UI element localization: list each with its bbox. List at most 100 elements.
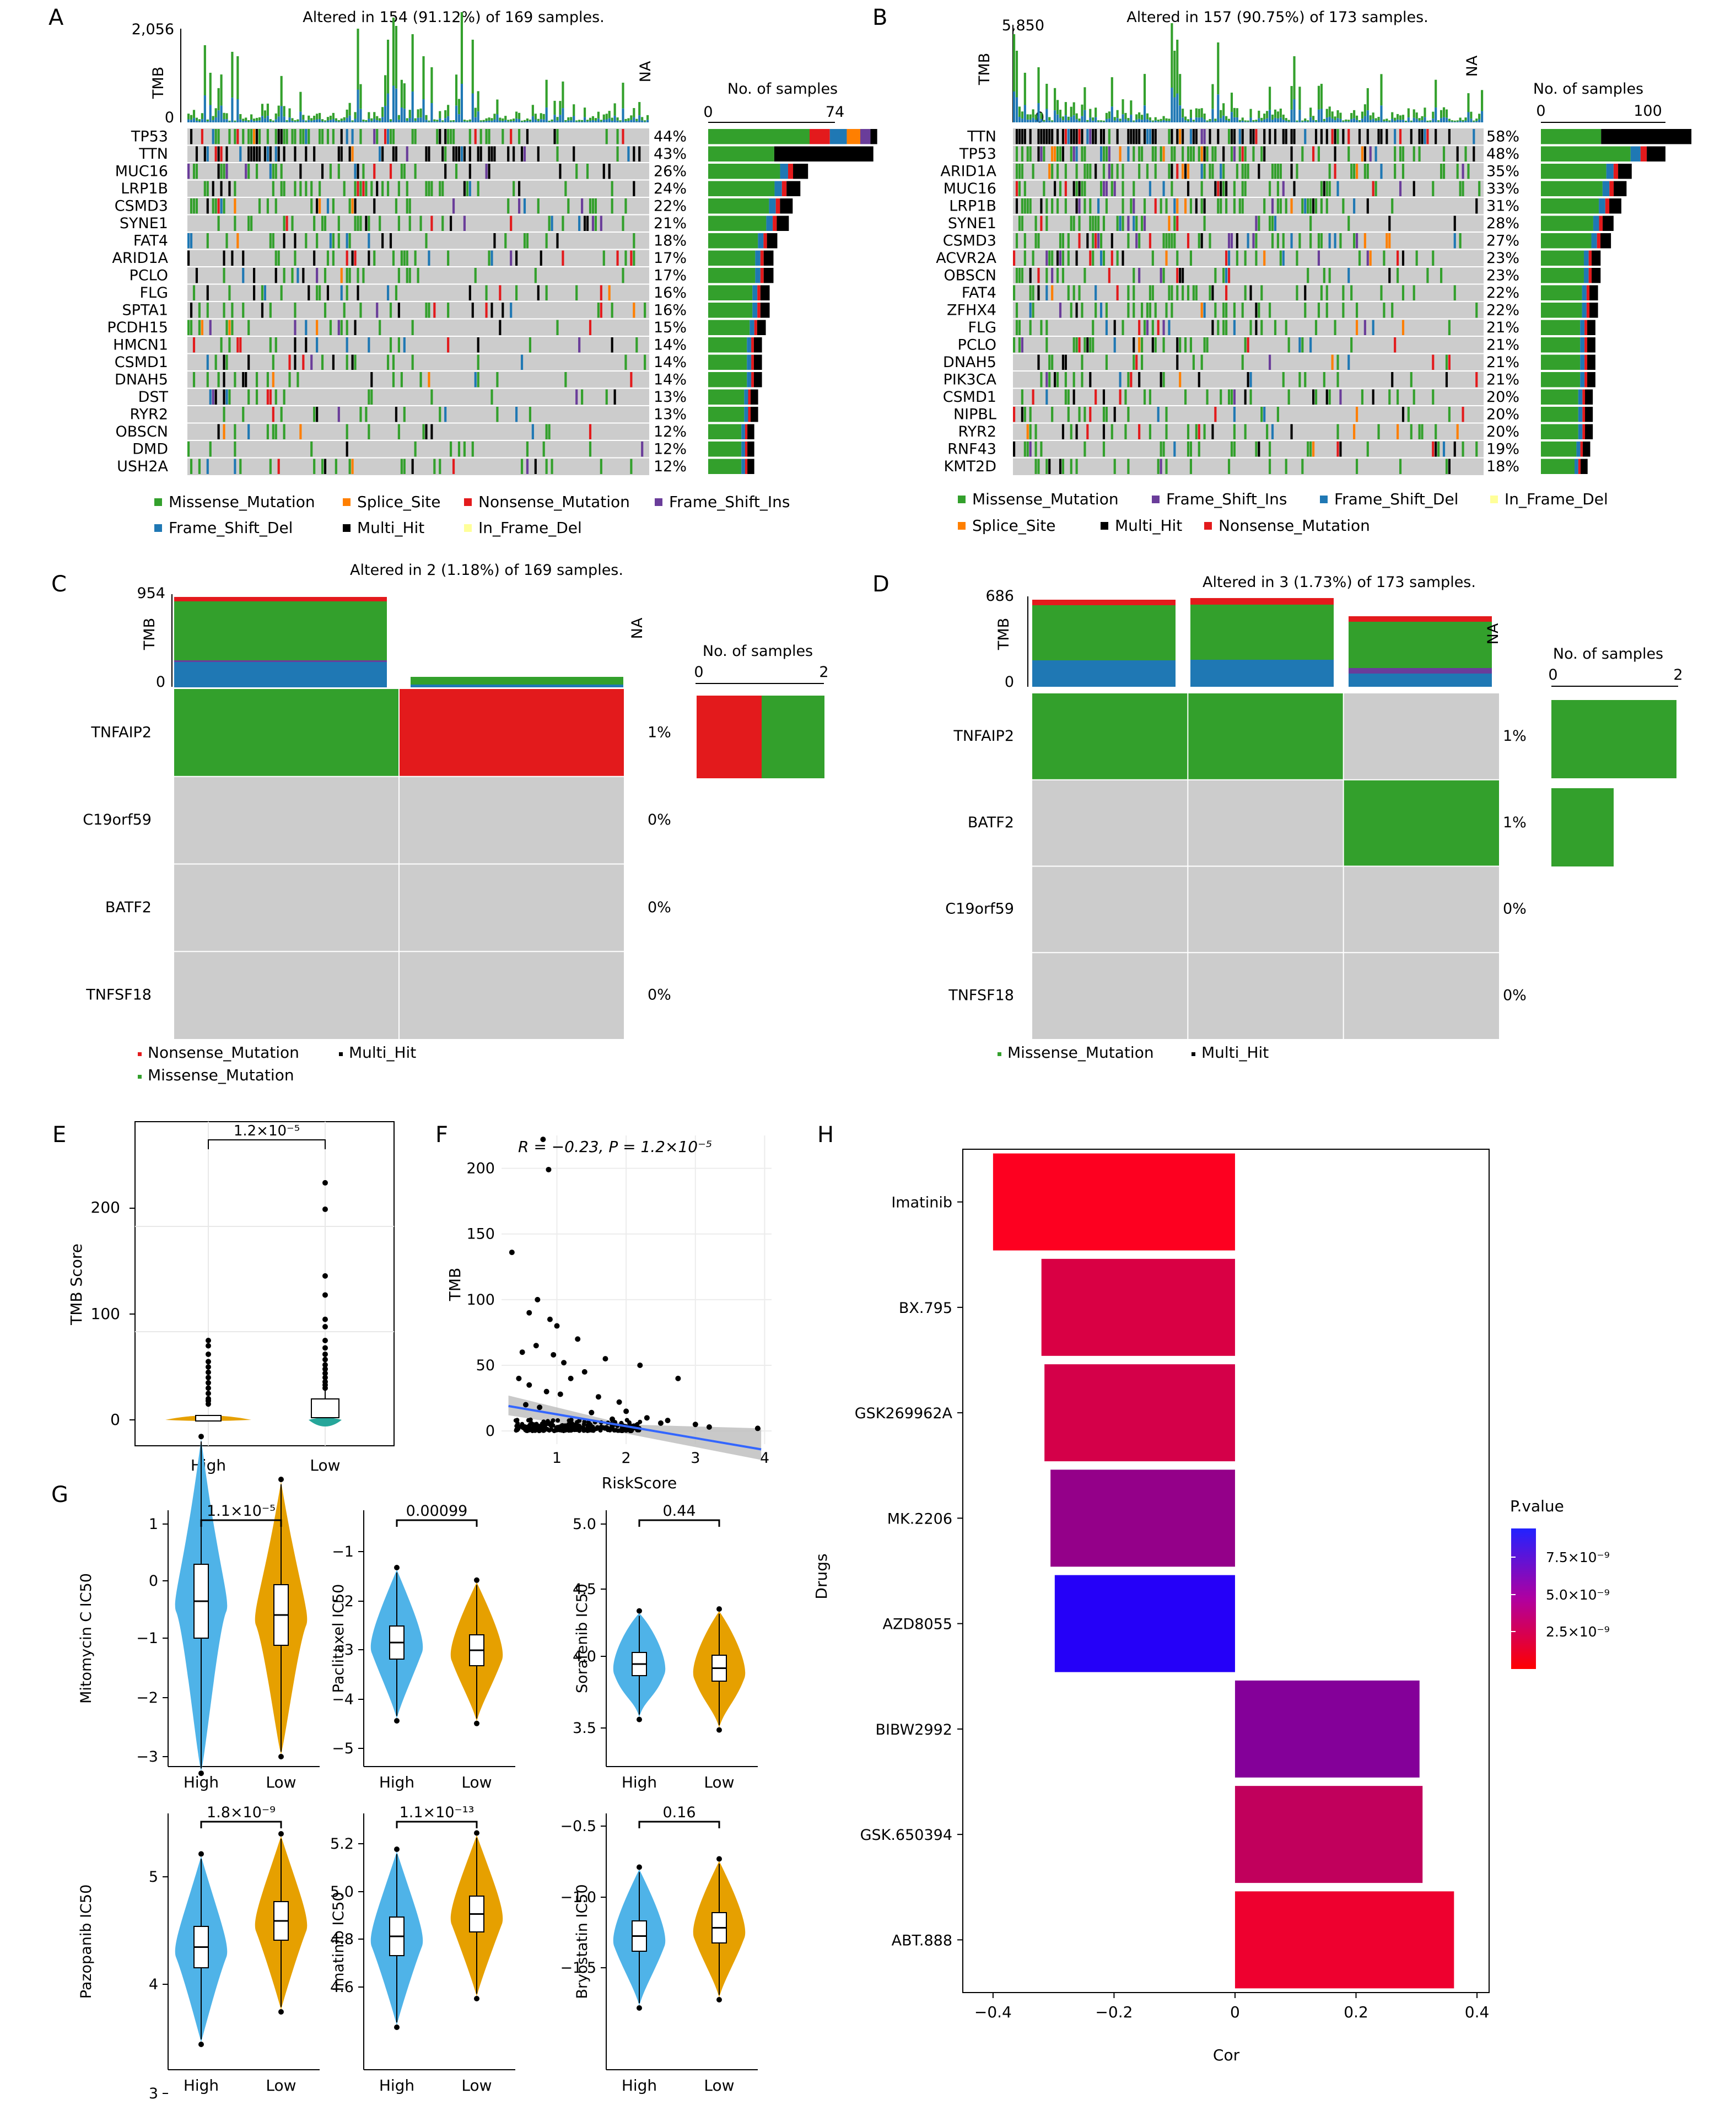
mutation-cell bbox=[468, 129, 471, 144]
mutation-cell bbox=[351, 129, 354, 144]
mutation-cell bbox=[209, 389, 212, 405]
mutation-cell bbox=[272, 354, 274, 370]
mutation-cell bbox=[192, 198, 196, 214]
tmb-bar bbox=[1445, 117, 1448, 122]
tmb-bar bbox=[1424, 117, 1426, 122]
mutation-cell bbox=[1203, 424, 1206, 439]
tmb-bar bbox=[1481, 90, 1484, 111]
mutation-cell bbox=[1108, 164, 1110, 179]
tmb-bar bbox=[1349, 674, 1492, 687]
tmb-bar bbox=[474, 117, 477, 122]
mutation-cell bbox=[1473, 146, 1475, 161]
mutation-cell bbox=[1307, 442, 1309, 457]
mutation-cell bbox=[1162, 233, 1165, 249]
mutation-cell bbox=[190, 303, 193, 318]
tmb-bar bbox=[1269, 110, 1271, 122]
count-bar-segment bbox=[741, 424, 745, 439]
count-bar-segment bbox=[708, 129, 810, 144]
tmb-bar bbox=[261, 104, 264, 116]
y-tick-label: −3 bbox=[136, 1748, 158, 1765]
legend-label: Frame_Shift_Del bbox=[169, 519, 293, 537]
tmb-bar bbox=[417, 117, 419, 122]
data-point bbox=[516, 1375, 522, 1381]
tmb-bar bbox=[477, 91, 479, 112]
tmb-bar bbox=[1184, 120, 1187, 122]
mutation-cell bbox=[408, 216, 411, 231]
count-bar-segment bbox=[847, 129, 860, 144]
gene-percent: 20% bbox=[1486, 389, 1519, 406]
tmb-bar bbox=[502, 121, 504, 122]
mutation-cell bbox=[1317, 303, 1320, 318]
mutation-cell bbox=[1034, 424, 1037, 439]
mutation-cell bbox=[1233, 442, 1236, 457]
mutation-cell bbox=[1154, 129, 1157, 144]
tmb-bar bbox=[1187, 119, 1190, 121]
tmb-bar bbox=[545, 107, 548, 122]
tmb-bar bbox=[313, 115, 316, 120]
tmb-bar bbox=[1410, 120, 1412, 122]
tmb-bar bbox=[534, 119, 537, 122]
tmb-bar bbox=[600, 121, 602, 122]
gene-label: TNFSF18 bbox=[948, 987, 1014, 1004]
count-bar-segment bbox=[1603, 216, 1614, 231]
mutation-cell bbox=[403, 337, 406, 353]
legend-swatch bbox=[1152, 496, 1160, 503]
count-bar-segment bbox=[755, 268, 761, 283]
mutation-cell bbox=[1078, 216, 1081, 231]
gene-label: FLG bbox=[968, 319, 997, 336]
tmb-bar bbox=[1217, 42, 1220, 95]
tmb-bar bbox=[1339, 112, 1342, 119]
y-axis-label: Sorafenib IC50 bbox=[574, 1584, 591, 1693]
count-bar-segment bbox=[767, 233, 778, 249]
panel-c-oncoplot bbox=[174, 689, 624, 1039]
tmb-bar bbox=[1287, 121, 1290, 122]
mutation-cell bbox=[1350, 337, 1353, 353]
tmb-bar bbox=[1274, 109, 1277, 118]
mutation-cell bbox=[1412, 146, 1415, 161]
mutation-cell bbox=[236, 233, 239, 249]
mutation-cell bbox=[239, 146, 242, 161]
mutation-cell bbox=[247, 354, 250, 370]
data-point bbox=[665, 1418, 671, 1424]
mutation-cell bbox=[283, 268, 285, 283]
mutation-cell bbox=[316, 198, 319, 214]
panel-e-boxplot bbox=[130, 1122, 394, 1446]
tmb-bar bbox=[1380, 105, 1383, 122]
tmb-bar bbox=[406, 118, 408, 121]
tmb-bar bbox=[239, 114, 242, 120]
tmb-bar bbox=[414, 121, 417, 122]
tmb-bar bbox=[622, 83, 624, 109]
panel-b-legend: Missense_Mutation Frame_Shift_Ins Frame_Sh… bbox=[958, 490, 1608, 535]
tmb-bar bbox=[411, 34, 414, 91]
tmb-bar bbox=[1331, 119, 1334, 122]
mutation-cell bbox=[545, 424, 548, 439]
tmb-bar bbox=[1394, 117, 1397, 121]
mutation-cell bbox=[556, 129, 559, 144]
mutation-cell bbox=[1353, 233, 1356, 249]
tmb-bar bbox=[1258, 110, 1260, 119]
mutation-cell bbox=[520, 354, 524, 370]
tmb-bar bbox=[1353, 118, 1356, 122]
tmb-bar bbox=[419, 117, 422, 122]
panel-c: C Altered in 2 (1.18%) of 169 samples. 9… bbox=[51, 562, 829, 1084]
tmb-bar bbox=[1442, 117, 1446, 122]
mutation-cell bbox=[1154, 337, 1157, 353]
mutation-cell bbox=[1160, 146, 1162, 161]
mutation-cell bbox=[1034, 216, 1037, 231]
count-bar-segment bbox=[747, 459, 754, 474]
tmb-bar bbox=[1260, 117, 1263, 121]
mutation-cell bbox=[575, 285, 578, 300]
panel-e-xtick-low: Low bbox=[310, 1456, 340, 1474]
mutation-cell bbox=[1075, 337, 1078, 353]
mutation-cell bbox=[1198, 146, 1200, 161]
mutation-cell bbox=[291, 216, 294, 231]
tmb-bar bbox=[1339, 119, 1342, 122]
tmb-bar bbox=[436, 120, 439, 122]
mutation-cell bbox=[1255, 250, 1258, 266]
mutation-cell bbox=[1391, 198, 1394, 214]
mutation-cell bbox=[1026, 146, 1029, 161]
mutation-cell bbox=[1279, 198, 1282, 214]
tmb-bar bbox=[488, 117, 490, 121]
